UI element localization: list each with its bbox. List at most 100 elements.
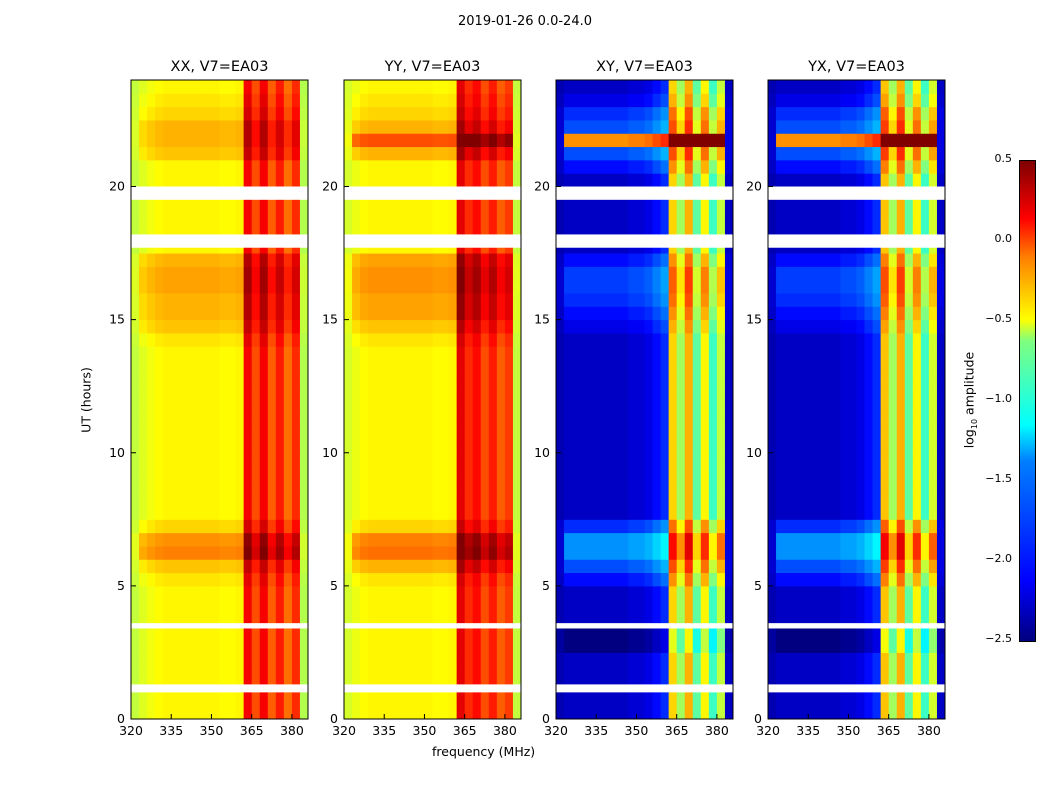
heatmap-cell bbox=[291, 213, 301, 227]
heatmap-cell bbox=[768, 80, 777, 94]
heatmap-cell bbox=[267, 266, 277, 281]
heatmap-cell bbox=[912, 599, 922, 613]
heatmap-cell bbox=[251, 439, 261, 454]
heatmap-cell bbox=[448, 80, 458, 94]
heatmap-cell bbox=[700, 585, 710, 600]
heatmap-cell bbox=[171, 133, 180, 148]
heatmap-cell bbox=[440, 585, 450, 600]
y-tick-label: 15 bbox=[746, 312, 762, 327]
heatmap-cell bbox=[684, 306, 694, 321]
heatmap-cell bbox=[464, 279, 474, 294]
heatmap-cell bbox=[147, 532, 156, 547]
heatmap-cell bbox=[464, 479, 474, 494]
heatmap-cell bbox=[556, 119, 565, 134]
heatmap-cell bbox=[472, 452, 482, 467]
heatmap-cell bbox=[504, 372, 514, 387]
heatmap-cell bbox=[872, 545, 882, 560]
heatmap-cell bbox=[432, 159, 442, 174]
heatmap-cell bbox=[912, 199, 922, 214]
heatmap-cell bbox=[275, 652, 285, 667]
heatmap-cell bbox=[368, 639, 377, 653]
heatmap-cell bbox=[676, 133, 686, 148]
flagged-band bbox=[131, 684, 308, 693]
heatmap-cell bbox=[424, 532, 433, 547]
heatmap-cell bbox=[724, 213, 734, 227]
heatmap-cell bbox=[211, 319, 220, 334]
heatmap-cell bbox=[596, 119, 605, 134]
heatmap-cell bbox=[376, 279, 385, 294]
heatmap-cell bbox=[660, 532, 670, 547]
heatmap-cell bbox=[920, 319, 930, 334]
heatmap-cell bbox=[628, 479, 637, 494]
heatmap-cell bbox=[187, 173, 196, 187]
heatmap-cell bbox=[912, 146, 922, 161]
heatmap-cell bbox=[936, 159, 946, 174]
heatmap-cell bbox=[424, 359, 433, 374]
heatmap-cell bbox=[700, 253, 710, 267]
heatmap-cell bbox=[512, 199, 522, 214]
heatmap-cell bbox=[512, 652, 522, 667]
heatmap-cell bbox=[692, 386, 702, 400]
heatmap-cell bbox=[299, 705, 309, 720]
heatmap-cell bbox=[496, 639, 506, 653]
heatmap-cell bbox=[880, 332, 890, 347]
heatmap-cell bbox=[716, 705, 726, 720]
heatmap-cell bbox=[131, 386, 140, 400]
heatmap-cell bbox=[692, 665, 702, 680]
heatmap-cell bbox=[139, 119, 148, 134]
heatmap-cell bbox=[352, 639, 361, 653]
heatmap-cell bbox=[504, 213, 514, 227]
heatmap-cell bbox=[920, 253, 930, 267]
heatmap-cell bbox=[604, 625, 613, 640]
heatmap-cell bbox=[936, 306, 946, 321]
heatmap-cell bbox=[904, 359, 914, 374]
heatmap-cell bbox=[480, 599, 490, 613]
heatmap-cell bbox=[716, 612, 726, 627]
heatmap-cell bbox=[299, 412, 309, 427]
heatmap-cell bbox=[448, 572, 458, 587]
heatmap-cell bbox=[147, 506, 156, 520]
heatmap-cell bbox=[824, 226, 833, 241]
heatmap-cell bbox=[504, 612, 514, 627]
flagged-band bbox=[131, 234, 308, 248]
heatmap-cell bbox=[928, 506, 938, 520]
heatmap-cell bbox=[572, 545, 581, 560]
heatmap-cell bbox=[864, 93, 874, 108]
heatmap-cell bbox=[776, 532, 785, 547]
heatmap-cell bbox=[660, 599, 670, 613]
heatmap-cell bbox=[267, 625, 277, 640]
heatmap-cell bbox=[848, 545, 857, 560]
heatmap-cell bbox=[259, 266, 269, 281]
heatmap-cell bbox=[131, 399, 140, 414]
heatmap-cell bbox=[424, 439, 433, 454]
heatmap-cell bbox=[400, 372, 409, 387]
heatmap-cell bbox=[800, 625, 809, 640]
heatmap-cell bbox=[179, 213, 188, 227]
heatmap-cell bbox=[251, 133, 261, 148]
heatmap-cell bbox=[368, 612, 377, 627]
heatmap-cell bbox=[684, 625, 694, 640]
heatmap-cell bbox=[480, 452, 490, 467]
heatmap-cell bbox=[776, 652, 785, 667]
heatmap-cell bbox=[936, 492, 946, 507]
heatmap-cell bbox=[496, 492, 506, 507]
heatmap-cell bbox=[724, 306, 734, 321]
heatmap-cell bbox=[676, 226, 686, 241]
heatmap-cell bbox=[360, 80, 369, 94]
heatmap-cell bbox=[131, 545, 140, 560]
heatmap-cell bbox=[928, 585, 938, 600]
heatmap-cell bbox=[384, 359, 393, 374]
heatmap-cell bbox=[376, 506, 385, 520]
heatmap-cell bbox=[187, 332, 196, 347]
heatmap-cell bbox=[896, 479, 906, 494]
heatmap-cell bbox=[604, 652, 613, 667]
heatmap-cell bbox=[291, 412, 301, 427]
heatmap-cell bbox=[564, 479, 573, 494]
heatmap-cell bbox=[920, 266, 930, 281]
heatmap-cell bbox=[556, 705, 565, 720]
heatmap-cell bbox=[235, 199, 245, 214]
heatmap-cell bbox=[235, 146, 245, 161]
heatmap-cell bbox=[700, 519, 710, 534]
heatmap-cell bbox=[131, 199, 140, 214]
